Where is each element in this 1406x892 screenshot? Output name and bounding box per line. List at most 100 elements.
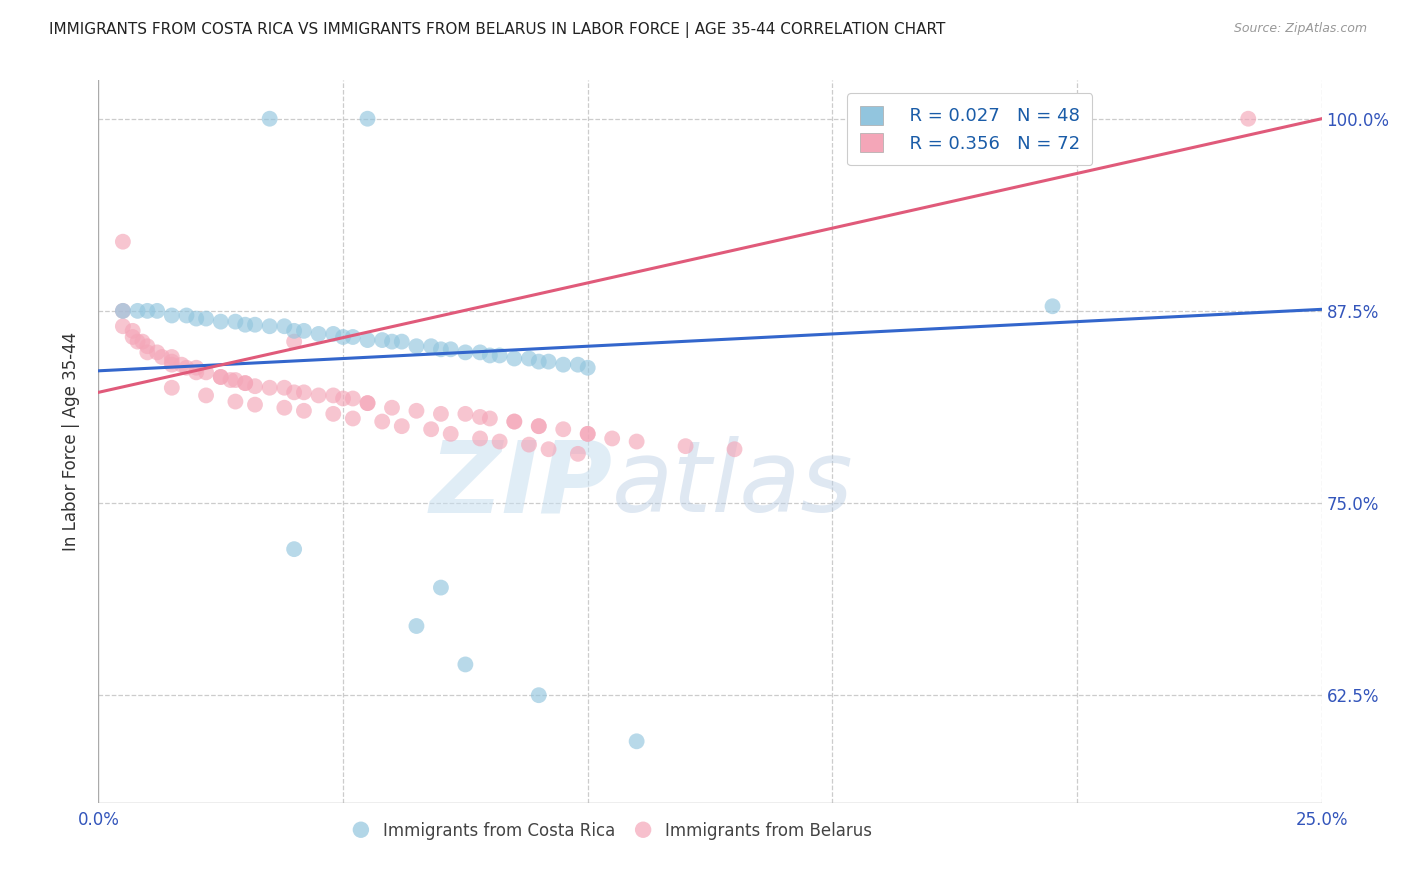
- Point: [121, 324, 143, 338]
- Point: [176, 309, 198, 323]
- Point: [233, 376, 256, 391]
- Point: [454, 407, 477, 421]
- Y-axis label: In Labor Force | Age 35-44: In Labor Force | Age 35-44: [62, 332, 80, 551]
- Point: [233, 318, 256, 332]
- Point: [136, 345, 159, 359]
- Point: [292, 385, 315, 400]
- Point: [440, 426, 463, 441]
- Point: [273, 381, 295, 395]
- Point: [517, 351, 540, 366]
- Point: [468, 345, 491, 359]
- Point: [430, 407, 453, 421]
- Point: [259, 319, 281, 334]
- Point: [186, 365, 208, 379]
- Point: [332, 392, 354, 406]
- Point: [283, 542, 305, 557]
- Point: [186, 360, 208, 375]
- Point: [503, 351, 526, 366]
- Point: [111, 304, 134, 318]
- Point: [111, 319, 134, 334]
- Point: [111, 235, 134, 249]
- Point: [224, 394, 246, 409]
- Point: [626, 734, 648, 748]
- Point: [527, 419, 550, 434]
- Point: [160, 309, 183, 323]
- Point: [567, 447, 589, 461]
- Point: [342, 330, 364, 344]
- Point: [209, 370, 232, 384]
- Point: [243, 398, 266, 412]
- Point: [468, 409, 491, 424]
- Point: [356, 396, 378, 410]
- Point: [371, 415, 394, 429]
- Point: [576, 426, 599, 441]
- Point: [283, 334, 305, 349]
- Point: [121, 330, 143, 344]
- Point: [322, 326, 344, 341]
- Point: [626, 434, 648, 449]
- Point: [186, 311, 208, 326]
- Text: ZIP: ZIP: [429, 436, 612, 533]
- Point: [553, 422, 575, 436]
- Point: [478, 348, 501, 362]
- Point: [342, 411, 364, 425]
- Point: [405, 404, 427, 418]
- Point: [150, 350, 173, 364]
- Text: atlas: atlas: [612, 436, 853, 533]
- Text: Source: ZipAtlas.com: Source: ZipAtlas.com: [1233, 22, 1367, 36]
- Point: [537, 354, 560, 368]
- Point: [405, 619, 427, 633]
- Point: [136, 339, 159, 353]
- Point: [381, 401, 404, 415]
- Point: [517, 437, 540, 451]
- Point: [322, 388, 344, 402]
- Point: [273, 319, 295, 334]
- Point: [356, 333, 378, 347]
- Point: [356, 112, 378, 126]
- Point: [454, 657, 477, 672]
- Point: [259, 381, 281, 395]
- Point: [527, 688, 550, 702]
- Point: [195, 311, 218, 326]
- Point: [553, 358, 575, 372]
- Point: [127, 334, 149, 349]
- Point: [160, 358, 183, 372]
- Point: [405, 339, 427, 353]
- Point: [224, 373, 246, 387]
- Point: [170, 358, 193, 372]
- Point: [195, 365, 218, 379]
- Point: [308, 388, 330, 402]
- Point: [391, 419, 413, 434]
- Point: [576, 426, 599, 441]
- Point: [243, 318, 266, 332]
- Point: [420, 339, 443, 353]
- Point: [160, 350, 183, 364]
- Point: [243, 379, 266, 393]
- Point: [322, 407, 344, 421]
- Point: [160, 354, 183, 368]
- Text: IMMIGRANTS FROM COSTA RICA VS IMMIGRANTS FROM BELARUS IN LABOR FORCE | AGE 35-44: IMMIGRANTS FROM COSTA RICA VS IMMIGRANTS…: [49, 22, 946, 38]
- Point: [488, 348, 510, 362]
- Point: [468, 432, 491, 446]
- Point: [537, 442, 560, 457]
- Point: [371, 333, 394, 347]
- Point: [233, 376, 256, 391]
- Point: [195, 388, 218, 402]
- Point: [527, 354, 550, 368]
- Point: [111, 304, 134, 318]
- Point: [440, 343, 463, 357]
- Point: [146, 345, 169, 359]
- Point: [283, 385, 305, 400]
- Point: [576, 360, 599, 375]
- Point: [356, 396, 378, 410]
- Point: [127, 304, 149, 318]
- Point: [292, 324, 315, 338]
- Point: [478, 411, 501, 425]
- Point: [1042, 299, 1064, 313]
- Point: [430, 343, 453, 357]
- Point: [527, 419, 550, 434]
- Point: [283, 324, 305, 338]
- Point: [292, 404, 315, 418]
- Point: [600, 432, 623, 446]
- Point: [381, 334, 404, 349]
